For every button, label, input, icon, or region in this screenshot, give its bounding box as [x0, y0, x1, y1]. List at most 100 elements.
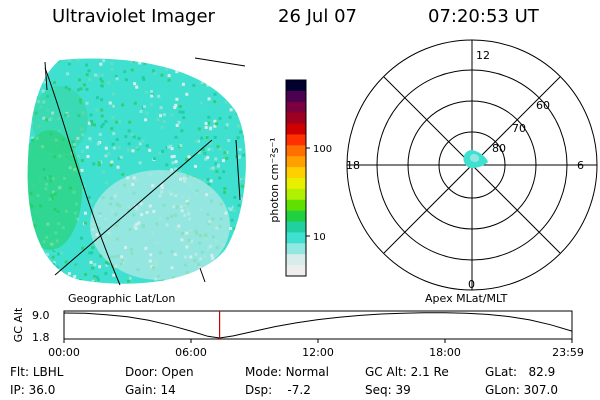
speckle-pixel [162, 55, 165, 58]
speckle-pixel [97, 193, 101, 197]
speckle-pixel [249, 60, 252, 63]
speckle-pixel [193, 277, 197, 281]
gc-alt-readout: GC Alt: 2.1 Re [365, 365, 449, 379]
speckle-pixel [240, 232, 244, 236]
color-scale-segment [286, 90, 306, 103]
dsp-readout: Dsp: -7.2 [245, 383, 311, 397]
speckle-pixel [167, 78, 171, 82]
speckle-pixel [57, 129, 61, 133]
speckle-pixel [118, 120, 122, 124]
speckle-pixel [81, 111, 85, 115]
speckle-pixel [222, 159, 225, 163]
speckle-pixel [248, 198, 251, 201]
speckle-pixel [28, 84, 31, 87]
speckle-pixel [181, 82, 185, 86]
colorbar-tick-label-10: 10 [313, 232, 326, 243]
speckle-pixel [227, 270, 231, 273]
speckle-pixel [117, 156, 121, 160]
speckle-pixel [34, 111, 38, 115]
seq-readout: Seq: 39 [365, 383, 411, 397]
speckle-pixel [115, 120, 119, 124]
color-scale-segment [286, 232, 306, 244]
speckle-pixel [207, 115, 211, 119]
speckle-pixel [72, 278, 76, 282]
speckle-pixel [250, 230, 253, 233]
speckle-pixel [145, 144, 149, 148]
speckle-pixel [107, 81, 111, 85]
speckle-pixel [99, 254, 103, 258]
speckle-pixel [241, 119, 245, 123]
terminator-curve [44, 67, 121, 286]
speckle-pixel [34, 95, 38, 99]
speckle-pixel [130, 133, 134, 136]
speckle-pixel [153, 72, 157, 76]
speckle-pixel [142, 285, 145, 288]
speckle-pixel [94, 73, 98, 77]
mlat-label-80: 80 [492, 142, 506, 155]
speckle-pixel [144, 59, 148, 63]
speckle-pixel [132, 135, 136, 139]
speckle-pixel [241, 179, 244, 183]
speckle-pixel [130, 59, 133, 63]
speckle-pixel [228, 254, 232, 258]
speckle-pixel [187, 58, 191, 59]
speckle-pixel [235, 112, 239, 116]
speckle-pixel [233, 195, 237, 199]
speckle-pixel [174, 167, 178, 171]
speckle-pixel [56, 280, 60, 284]
speckle-pixel [123, 70, 127, 74]
geo-grid-line [54, 139, 213, 276]
speckle-pixel [90, 122, 94, 126]
speckle-pixel [51, 269, 55, 273]
timeline-xtick-label-0600: 06:00 [175, 346, 207, 359]
speckle-pixel [222, 58, 226, 60]
speckle-pixel [178, 105, 182, 108]
speckle-pixel [243, 176, 246, 179]
speckle-pixel [186, 276, 190, 280]
speckle-pixel [160, 73, 164, 77]
speckle-pixel [89, 138, 93, 142]
speckle-pixel [247, 190, 250, 193]
speckle-pixel [175, 70, 179, 74]
speckle-pixel [229, 254, 233, 258]
speckle-pixel [97, 163, 101, 167]
speckle-pixel [192, 284, 195, 287]
speckle-pixel [241, 89, 245, 93]
speckle-pixel [152, 157, 156, 160]
seq-label: Seq: [365, 383, 392, 397]
speckle-pixel [177, 120, 181, 124]
altitude-timeline-chart: GC Alt 9.0 1.8 00:00 06:00 12:00 18:00 2… [12, 307, 584, 359]
color-scale-segment [286, 80, 306, 92]
speckle-pixel [228, 91, 232, 95]
speckle-pixel [82, 189, 86, 193]
speckle-pixel [124, 135, 128, 139]
speckle-pixel [66, 72, 70, 76]
dsp-label: Dsp: [245, 383, 273, 397]
speckle-pixel [243, 228, 246, 232]
speckle-pixel [196, 60, 199, 64]
door-value: Open [161, 365, 194, 379]
speckle-pixel [204, 126, 208, 129]
speckle-pixel [243, 266, 246, 270]
speckle-pixel [207, 97, 211, 101]
speckle-pixel [185, 158, 189, 161]
speckle-pixel [198, 167, 202, 171]
speckle-pixel [139, 110, 143, 113]
speckle-pixel [76, 58, 80, 62]
speckle-pixel [213, 92, 217, 96]
speckle-pixel [101, 170, 105, 174]
speckle-pixel [76, 154, 80, 158]
speckle-pixel [235, 279, 239, 283]
speckle-pixel [114, 74, 118, 78]
speckle-pixel [225, 123, 229, 127]
speckle-pixel [224, 270, 228, 274]
title-bar: Ultraviolet Imager 26 Jul 07 07:20:53 UT [0, 6, 600, 32]
speckle-pixel [154, 93, 158, 97]
speckle-pixel [134, 104, 138, 108]
speckle-pixel [138, 142, 142, 146]
speckle-pixel [32, 278, 36, 282]
speckle-pixel [190, 282, 194, 284]
speckle-pixel [27, 119, 30, 123]
speckle-pixel [27, 71, 30, 75]
gc-alt-label: GC Alt: [365, 365, 407, 379]
